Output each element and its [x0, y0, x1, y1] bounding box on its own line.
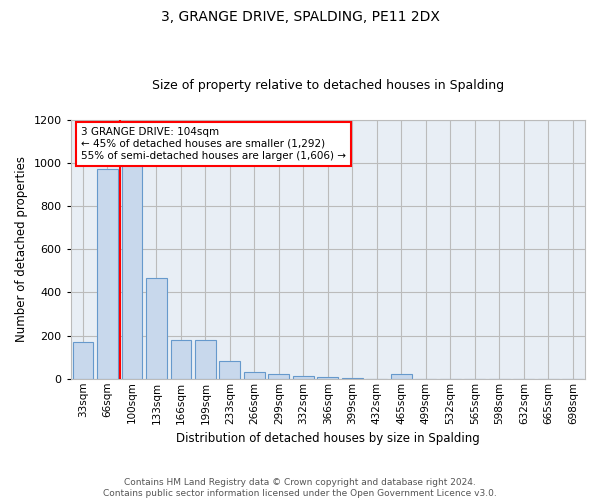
- Bar: [391, 374, 412, 379]
- Text: Contains HM Land Registry data © Crown copyright and database right 2024.
Contai: Contains HM Land Registry data © Crown c…: [103, 478, 497, 498]
- Bar: [73, 342, 94, 379]
- Bar: [293, 376, 314, 379]
- Bar: [97, 169, 118, 379]
- Bar: [220, 362, 241, 379]
- Bar: [268, 374, 289, 379]
- Bar: [146, 278, 167, 379]
- Text: 3 GRANGE DRIVE: 104sqm
← 45% of detached houses are smaller (1,292)
55% of semi-: 3 GRANGE DRIVE: 104sqm ← 45% of detached…: [81, 128, 346, 160]
- Text: 3, GRANGE DRIVE, SPALDING, PE11 2DX: 3, GRANGE DRIVE, SPALDING, PE11 2DX: [161, 10, 439, 24]
- Bar: [195, 340, 216, 379]
- Bar: [244, 372, 265, 379]
- Y-axis label: Number of detached properties: Number of detached properties: [15, 156, 28, 342]
- Bar: [342, 378, 363, 379]
- X-axis label: Distribution of detached houses by size in Spalding: Distribution of detached houses by size …: [176, 432, 480, 445]
- Bar: [317, 376, 338, 379]
- Title: Size of property relative to detached houses in Spalding: Size of property relative to detached ho…: [152, 79, 504, 92]
- Bar: [122, 163, 142, 379]
- Bar: [170, 340, 191, 379]
